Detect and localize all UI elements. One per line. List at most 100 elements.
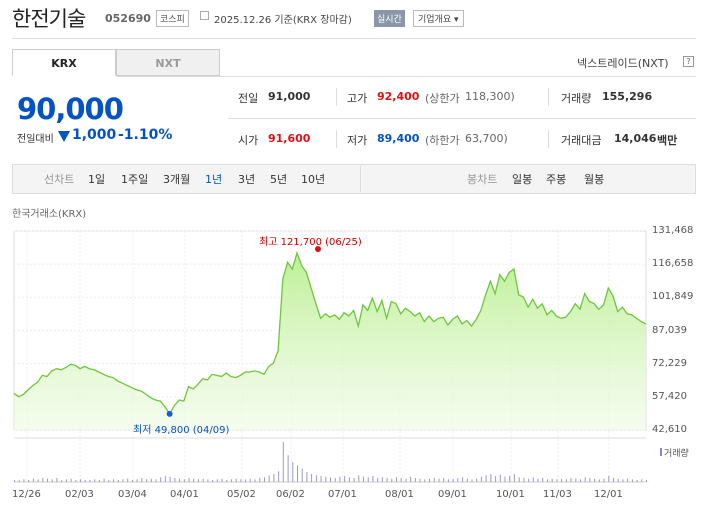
x-tick-label: 06/02 — [276, 489, 305, 500]
x-tick-label: 12/26 — [12, 489, 41, 500]
y-tick-label: 116,658 — [652, 258, 694, 270]
volume-bar — [636, 480, 638, 482]
volume-bar — [556, 479, 558, 482]
period-3m[interactable]: 3개월 — [163, 173, 191, 186]
lower-limit-value: 63,700) — [465, 132, 508, 145]
volume-bar — [452, 478, 454, 482]
volume-bar — [528, 478, 530, 482]
volume-bar — [334, 478, 336, 482]
volume-bar — [348, 477, 350, 482]
volume-bar — [565, 479, 567, 482]
candle-monthly[interactable]: 월봉 — [584, 173, 605, 186]
down-triangle-icon — [58, 131, 70, 142]
volume-bar — [245, 479, 247, 482]
tab-krx[interactable]: KRX — [12, 49, 116, 76]
volume-bar — [94, 479, 96, 482]
volume-bar — [51, 479, 53, 482]
volume-bar — [278, 471, 280, 482]
volume-bar — [551, 478, 553, 482]
volume-bar — [183, 479, 185, 482]
volume-bar — [580, 479, 581, 482]
y-tick-label: 57,420 — [652, 390, 687, 402]
volume-bar — [32, 478, 34, 482]
volume-bar — [480, 476, 482, 482]
volume-legend-marker — [660, 448, 662, 456]
period-10y[interactable]: 10년 — [301, 173, 326, 186]
divider — [548, 130, 549, 148]
volume-bar — [212, 480, 214, 482]
period-5y[interactable]: 5년 — [270, 173, 288, 186]
volume-bar — [221, 478, 223, 482]
candle-weekly[interactable]: 주봉 — [546, 173, 567, 186]
volume-bar — [344, 476, 346, 482]
volume-bar — [424, 479, 426, 482]
volume-bar — [249, 478, 251, 482]
volume-bar — [358, 475, 360, 482]
stock-name: 한전기술 — [12, 7, 86, 31]
volume-bar — [141, 478, 143, 482]
volume-bar — [518, 477, 520, 482]
volume-bar — [641, 479, 643, 482]
volume-bar — [297, 465, 298, 482]
volume-bars — [14, 442, 647, 482]
x-tick-label: 07/01 — [328, 489, 357, 500]
volume-bar — [287, 455, 289, 482]
candle-daily[interactable]: 일봉 — [512, 173, 533, 186]
volume-bar — [160, 477, 162, 482]
volume-bar — [466, 478, 468, 482]
high-annotation: 최고 121,700 (06/25) — [259, 237, 362, 248]
volume-bar — [231, 479, 232, 482]
line-chart-label: 선차트 — [44, 173, 75, 186]
volume-bar — [584, 477, 586, 482]
period-1w[interactable]: 1주일 — [121, 173, 149, 186]
amount-unit: 백만 — [657, 134, 678, 147]
volume-bar — [75, 480, 77, 482]
volume-bar — [117, 480, 119, 482]
volume-bar — [400, 478, 402, 482]
volume-bar — [98, 480, 100, 482]
low-value: 89,400 — [377, 132, 420, 145]
period-1d[interactable]: 1일 — [88, 173, 106, 186]
volume-bar — [18, 480, 20, 482]
tab-nxt[interactable]: NXT — [116, 49, 220, 76]
period-1y[interactable]: 1년 — [205, 173, 223, 186]
corp-info-dropdown[interactable]: 기업개요 ▾ — [413, 10, 464, 27]
volume-bar — [330, 477, 331, 482]
volume-bar — [414, 478, 416, 482]
nxt-link[interactable]: 넥스트레이드(NXT) — [577, 57, 669, 70]
period-3y[interactable]: 3년 — [238, 173, 256, 186]
volume-bar — [188, 478, 190, 482]
volume-bar — [462, 477, 464, 482]
volume-bar — [47, 478, 48, 482]
volume-bar — [429, 478, 430, 482]
volume-bar — [131, 480, 133, 482]
period-divider — [360, 166, 361, 192]
volume-bar — [56, 478, 58, 482]
volume-bar — [84, 480, 86, 482]
volume-bar — [513, 474, 515, 482]
volume-bar — [631, 479, 633, 482]
volume-bar — [179, 478, 181, 482]
volume-bar — [28, 480, 30, 482]
realtime-button[interactable]: 실시간 — [374, 10, 405, 27]
low-marker — [166, 410, 173, 417]
volume-bar — [254, 479, 256, 482]
divider — [336, 130, 337, 148]
volume-bar — [381, 477, 383, 482]
volume-bar — [264, 477, 265, 482]
volume-bar — [146, 479, 148, 482]
help-icon[interactable]: ? — [683, 56, 694, 67]
volume-bar — [65, 479, 67, 482]
x-tick-label: 10/01 — [496, 489, 525, 500]
volume-bar — [589, 478, 591, 482]
volume-bar — [367, 477, 369, 482]
x-tick-label: 02/03 — [65, 489, 94, 500]
volume-bar — [627, 478, 629, 482]
period-bar — [12, 164, 696, 194]
volume-bar — [301, 468, 303, 482]
volume-bar — [617, 478, 619, 482]
volume-bar — [226, 480, 228, 482]
volume-bar — [490, 474, 492, 482]
divider — [336, 88, 337, 106]
